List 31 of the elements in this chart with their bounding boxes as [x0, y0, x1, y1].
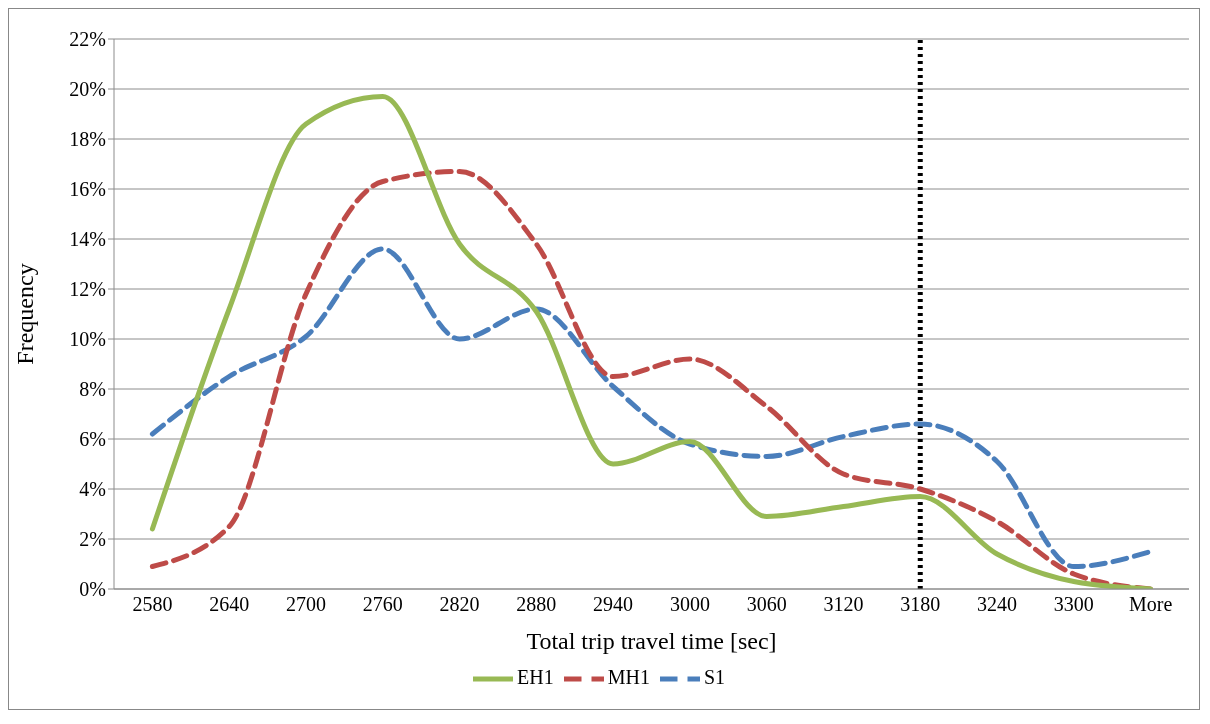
x-tick-label: 2880 [516, 593, 557, 616]
x-tick-label: 3180 [900, 593, 941, 616]
x-tick-label: 3240 [977, 593, 1018, 616]
x-tick-label: 2580 [132, 593, 173, 616]
y-tick-label: 16% [69, 178, 106, 201]
x-axis-title: Total trip travel time [sec] [526, 628, 777, 654]
x-tick-label: 2700 [285, 593, 326, 616]
x-tick-label: 2760 [362, 593, 403, 616]
x-tick-label: 3000 [669, 593, 710, 616]
legend-label: S1 [703, 665, 726, 688]
x-tick-label: 2940 [593, 593, 634, 616]
y-tick-label: 20% [69, 78, 106, 101]
y-tick-label: 10% [69, 328, 106, 351]
y-tick-label: 12% [69, 278, 106, 301]
y-tick-label: 8% [79, 378, 106, 401]
x-tick-label: 2820 [439, 593, 480, 616]
y-tick-label: 0% [79, 578, 106, 601]
y-tick-label: 14% [69, 228, 106, 251]
legend-label: EH1 [516, 665, 554, 688]
x-tick-label: More [1128, 593, 1173, 616]
x-tick-label: 2640 [209, 593, 250, 616]
x-tick-label: 3120 [823, 593, 864, 616]
y-tick-label: 6% [79, 428, 106, 451]
y-tick-label: 2% [79, 528, 106, 551]
x-tick-label: 3300 [1053, 593, 1094, 616]
x-tick-label: 3060 [746, 593, 787, 616]
y-tick-label: 4% [79, 478, 106, 501]
y-axis-title: Frequency [11, 263, 38, 365]
legend-label: MH1 [607, 665, 650, 688]
y-tick-label: 22% [69, 28, 106, 51]
y-tick-label: 18% [69, 128, 106, 151]
